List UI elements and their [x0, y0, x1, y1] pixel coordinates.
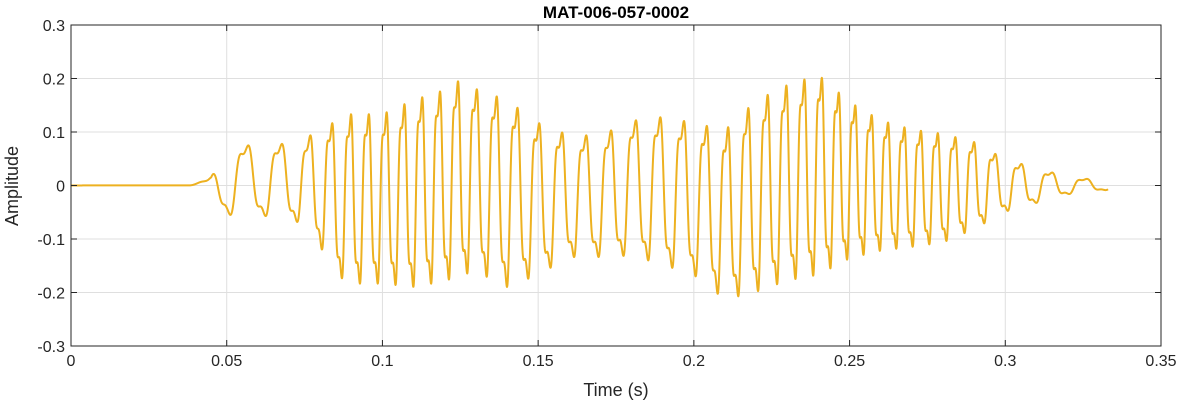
x-tick-label: 0.15	[523, 353, 554, 370]
y-tick-label: 0.1	[43, 125, 65, 142]
amplitude-series-line	[70, 76, 1109, 298]
y-axis-label: Amplitude	[2, 146, 22, 226]
y-tick-label: -0.3	[37, 339, 65, 356]
y-tick-label: 0	[56, 179, 65, 196]
x-tick-label: 0.25	[834, 353, 865, 370]
series-layer	[70, 76, 1109, 298]
x-tick-label: 0.2	[683, 353, 705, 370]
grid	[71, 25, 1161, 346]
y-tick-label: 0.2	[43, 72, 65, 89]
x-tick-label: 0.3	[994, 353, 1016, 370]
x-axis-label: Time (s)	[583, 380, 648, 400]
x-tick-label: 0.1	[371, 353, 393, 370]
x-tick-label: 0	[67, 353, 76, 370]
ticks: 0 0.05 0.1 0.15 0.2 0.25 0.3 0.35 -0.3 -0.2 -0.1 0 0…	[37, 18, 1176, 370]
x-tick-label: 0.35	[1145, 353, 1176, 370]
y-tick-label: -0.2	[37, 286, 65, 303]
y-tick-label: -0.1	[37, 232, 65, 249]
chart-title: MAT-006-057-0002	[543, 3, 689, 22]
y-tick-label: 0.3	[43, 18, 65, 35]
x-tick-label: 0.05	[211, 353, 242, 370]
